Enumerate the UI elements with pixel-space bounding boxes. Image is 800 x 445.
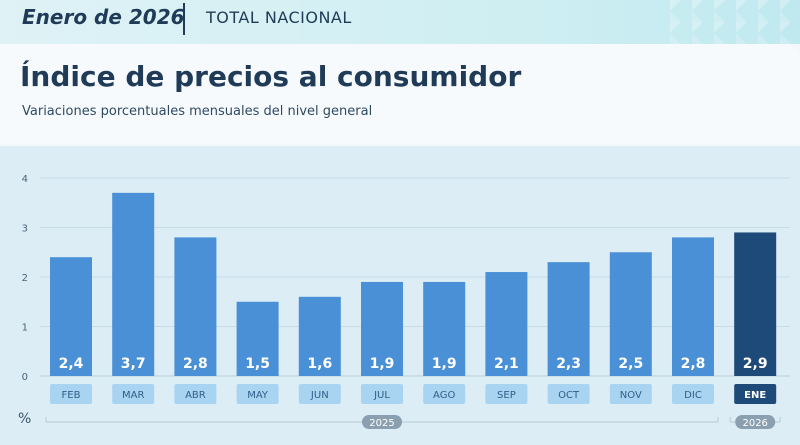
y-tick-label: 1: [22, 323, 28, 334]
bar-value-label: 2,8: [183, 356, 208, 372]
category-tick-label: ABR: [185, 390, 206, 401]
category-tick-box: [485, 384, 528, 404]
year-pill: [735, 415, 776, 429]
category-tick-box: [672, 384, 714, 404]
bar-value-label: 3,7: [121, 356, 146, 372]
bar: [672, 237, 714, 376]
header-decoration: [670, 0, 800, 44]
category-tick-label: JUL: [373, 390, 390, 401]
bar-value-label: 2,3: [556, 356, 581, 372]
bar-value-label: 2,4: [59, 356, 84, 372]
bar-value-label: 1,5: [245, 356, 270, 372]
category-tick-box: [236, 384, 279, 404]
bar: [174, 237, 217, 376]
category-tick-box: [609, 384, 652, 404]
category-tick-label: OCT: [558, 390, 580, 401]
y-tick-label: 2: [22, 273, 28, 284]
scope-label: TOTAL NACIONAL: [206, 8, 352, 27]
header-band: [0, 0, 800, 44]
category-tick-box: [361, 384, 403, 404]
category-tick-label: MAR: [122, 390, 144, 401]
year-pill: [362, 415, 402, 429]
bar-chart: 0 1 2 3 4% 2,4 FEB 3,7 MAR 2,8 ABR 1,5 MAY 1,6 JUN 1,9 J…: [18, 174, 790, 429]
category-tick-box: [174, 384, 217, 404]
y-tick-label: 4: [22, 174, 28, 185]
category-tick-label: SEP: [497, 390, 516, 401]
bar: [547, 262, 590, 376]
bar: [609, 252, 652, 376]
category-tick-box: [734, 384, 777, 404]
bar: [236, 301, 279, 376]
category-tick-label: DIC: [684, 390, 702, 401]
category-tick-box: [50, 384, 92, 404]
y-axis-label: %: [18, 411, 31, 427]
category-tick-label: MAY: [247, 390, 269, 401]
year-label: 2025: [369, 418, 394, 429]
bar: [112, 192, 155, 376]
category-tick-box: [547, 384, 590, 404]
bar: [361, 281, 403, 376]
bar-value-label: 2,1: [494, 356, 519, 372]
period-label: Enero de 2026: [22, 5, 185, 29]
header-separator: [183, 3, 185, 35]
bar-value-label: 1,6: [307, 356, 332, 372]
y-tick-label: 0: [22, 372, 28, 383]
bar-value-label: 1,9: [432, 356, 457, 372]
category-tick-label: NOV: [620, 390, 642, 401]
bar-value-label: 2,8: [681, 356, 706, 372]
y-tick-label: 3: [22, 224, 28, 235]
title-panel: [0, 44, 800, 144]
category-tick-box: [423, 384, 466, 404]
bar: [485, 272, 528, 376]
bar-value-label: 2,5: [618, 356, 643, 372]
year-label: 2026: [742, 418, 767, 429]
bar-value-label: 2,9: [743, 356, 768, 372]
category-tick-box: [298, 384, 341, 404]
category-tick-label: ENE: [744, 390, 766, 401]
category-tick-label: FEB: [62, 390, 81, 401]
bar: [50, 257, 92, 376]
category-tick-label: AGO: [433, 390, 455, 401]
chart-title: Índice de precios al consumidor: [20, 60, 522, 93]
bar: [423, 281, 466, 376]
category-tick-box: [112, 384, 155, 404]
chart-subtitle: Variaciones porcentuales mensuales del n…: [22, 104, 373, 119]
bar: [734, 232, 777, 376]
bar-value-label: 1,9: [370, 356, 395, 372]
category-tick-label: JUN: [310, 390, 329, 401]
bar: [298, 296, 341, 376]
